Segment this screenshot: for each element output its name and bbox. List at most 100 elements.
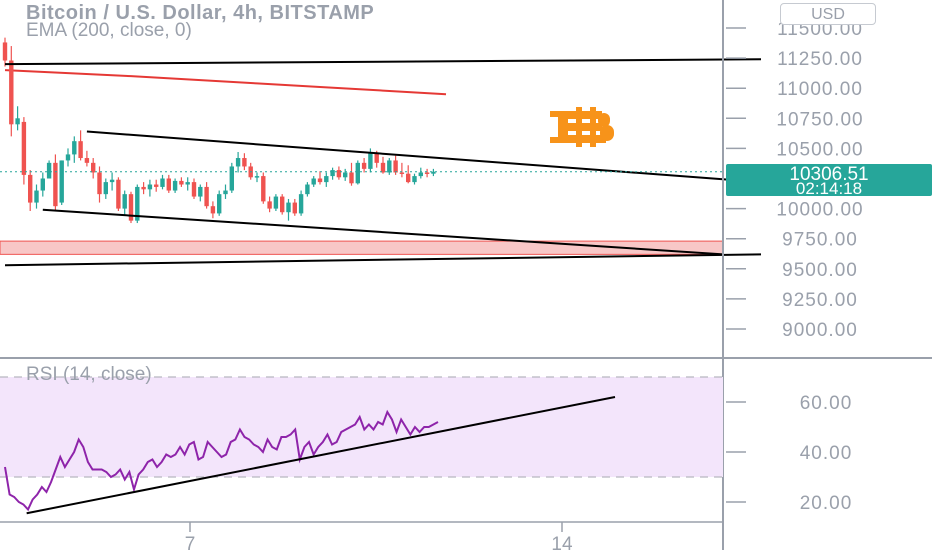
price-axis-label: 9000.00 (782, 320, 858, 341)
candle-body (53, 162, 58, 207)
candle-body (185, 182, 190, 185)
candle-body (160, 178, 165, 187)
candle-body (349, 172, 354, 184)
ema-legend-label[interactable]: EMA (200, close, 0) (26, 20, 192, 41)
candle-body (34, 190, 39, 203)
price-axis-label: 9750.00 (782, 230, 858, 251)
candle-body (254, 176, 260, 178)
candle-body (135, 186, 140, 221)
rsi-axis-label: 20.00 (800, 493, 853, 514)
candle-body (229, 166, 234, 191)
price-axis-label: 9500.00 (782, 260, 858, 281)
candle-body (9, 60, 14, 125)
candle-body (424, 172, 430, 174)
candle-body (242, 158, 247, 167)
candle-body (28, 174, 33, 203)
candle-body (406, 173, 411, 183)
rsi-band (0, 377, 723, 477)
candle-body (198, 186, 203, 197)
candle-body (298, 194, 304, 214)
candle-body (72, 141, 77, 155)
candle-body (210, 206, 216, 214)
candle-body (191, 182, 197, 197)
price-axis-label: 11000.00 (777, 79, 863, 100)
chart-title: Bitcoin / U.S. Dollar, 4h, BITSTAMP (26, 2, 375, 24)
candle-body (84, 158, 90, 163)
bitcoin-logo-icon (550, 107, 614, 147)
trendlines[interactable] (4, 58, 762, 267)
candle-body (141, 186, 146, 190)
candle-body (355, 162, 360, 184)
trendline-channel-top (86, 130, 762, 184)
candle-body (267, 201, 272, 209)
candle-body (343, 172, 348, 178)
candle-body (2, 42, 8, 61)
candle-body (330, 170, 335, 177)
ema-line (4, 69, 447, 96)
price-axis-label: 10750.00 (776, 109, 863, 130)
candle-body (97, 172, 102, 195)
candle-body (399, 172, 405, 174)
candle-body (280, 196, 285, 213)
candle-body (317, 178, 323, 183)
trendline-lower-support (4, 253, 762, 267)
rsi-axis-label: 40.00 (800, 443, 853, 464)
price-tag-box (726, 164, 932, 196)
candle-body (46, 162, 52, 179)
time-axis-label: 14 (551, 534, 573, 550)
candle-body (103, 182, 108, 195)
candles[interactable] (2, 37, 436, 224)
candle-body (235, 158, 241, 167)
price-axis-label: 11250.00 (777, 49, 863, 70)
price-tag-countdown: 02:14:18 (796, 179, 862, 198)
candle-body (40, 178, 45, 191)
candle-body (154, 184, 159, 187)
candle-body (223, 190, 228, 195)
candle-body (387, 160, 392, 173)
candle-body (374, 153, 379, 163)
candle-body (368, 153, 373, 169)
candle-body (65, 154, 71, 161)
candle-body (418, 172, 423, 177)
time-axis[interactable]: 7 14 (0, 521, 723, 550)
price-axis-label: 9250.00 (782, 290, 858, 311)
candle-body (261, 176, 266, 202)
candle-body (166, 178, 171, 191)
candle-body (305, 184, 310, 195)
candle-body (361, 162, 367, 169)
rsi-legend-label[interactable]: RSI (14, close) (26, 364, 152, 385)
trendline-channel-bottom (42, 208, 724, 256)
candle-body (431, 171, 436, 174)
candle-body (393, 160, 398, 173)
candle-body (147, 184, 153, 190)
candle-body (179, 180, 184, 185)
candle-body (21, 121, 27, 175)
trendline-rsi-support (26, 396, 616, 515)
price-axis-label: 10000.00 (776, 200, 863, 221)
candle-body (380, 162, 386, 173)
candle-body (286, 202, 291, 213)
candle-body (91, 162, 96, 173)
candle-body (336, 170, 342, 178)
last-price-tag: 10306.51 02:14:18 (726, 164, 932, 198)
candle-body (172, 180, 178, 191)
currency-button[interactable]: USD (780, 3, 876, 25)
ema-layer (4, 69, 447, 96)
candle-body (116, 179, 121, 209)
candle-body (217, 194, 222, 214)
candle-body (15, 118, 20, 125)
candle-body (311, 178, 316, 185)
rsi-axis-label: 60.00 (800, 393, 853, 414)
candle-body (128, 194, 134, 221)
price-axis-label: 10500.00 (776, 139, 863, 160)
candle-body (204, 186, 209, 207)
rsi-axis[interactable]: 60.00 40.00 20.00 (726, 393, 852, 514)
price-tag-value: 10306.51 (789, 164, 868, 185)
candle-body (59, 160, 64, 203)
candle-body (109, 179, 115, 183)
rsi-line (4, 409, 439, 512)
candle-body (122, 194, 127, 209)
rsi-pane (0, 376, 723, 515)
candle-body (292, 202, 297, 214)
